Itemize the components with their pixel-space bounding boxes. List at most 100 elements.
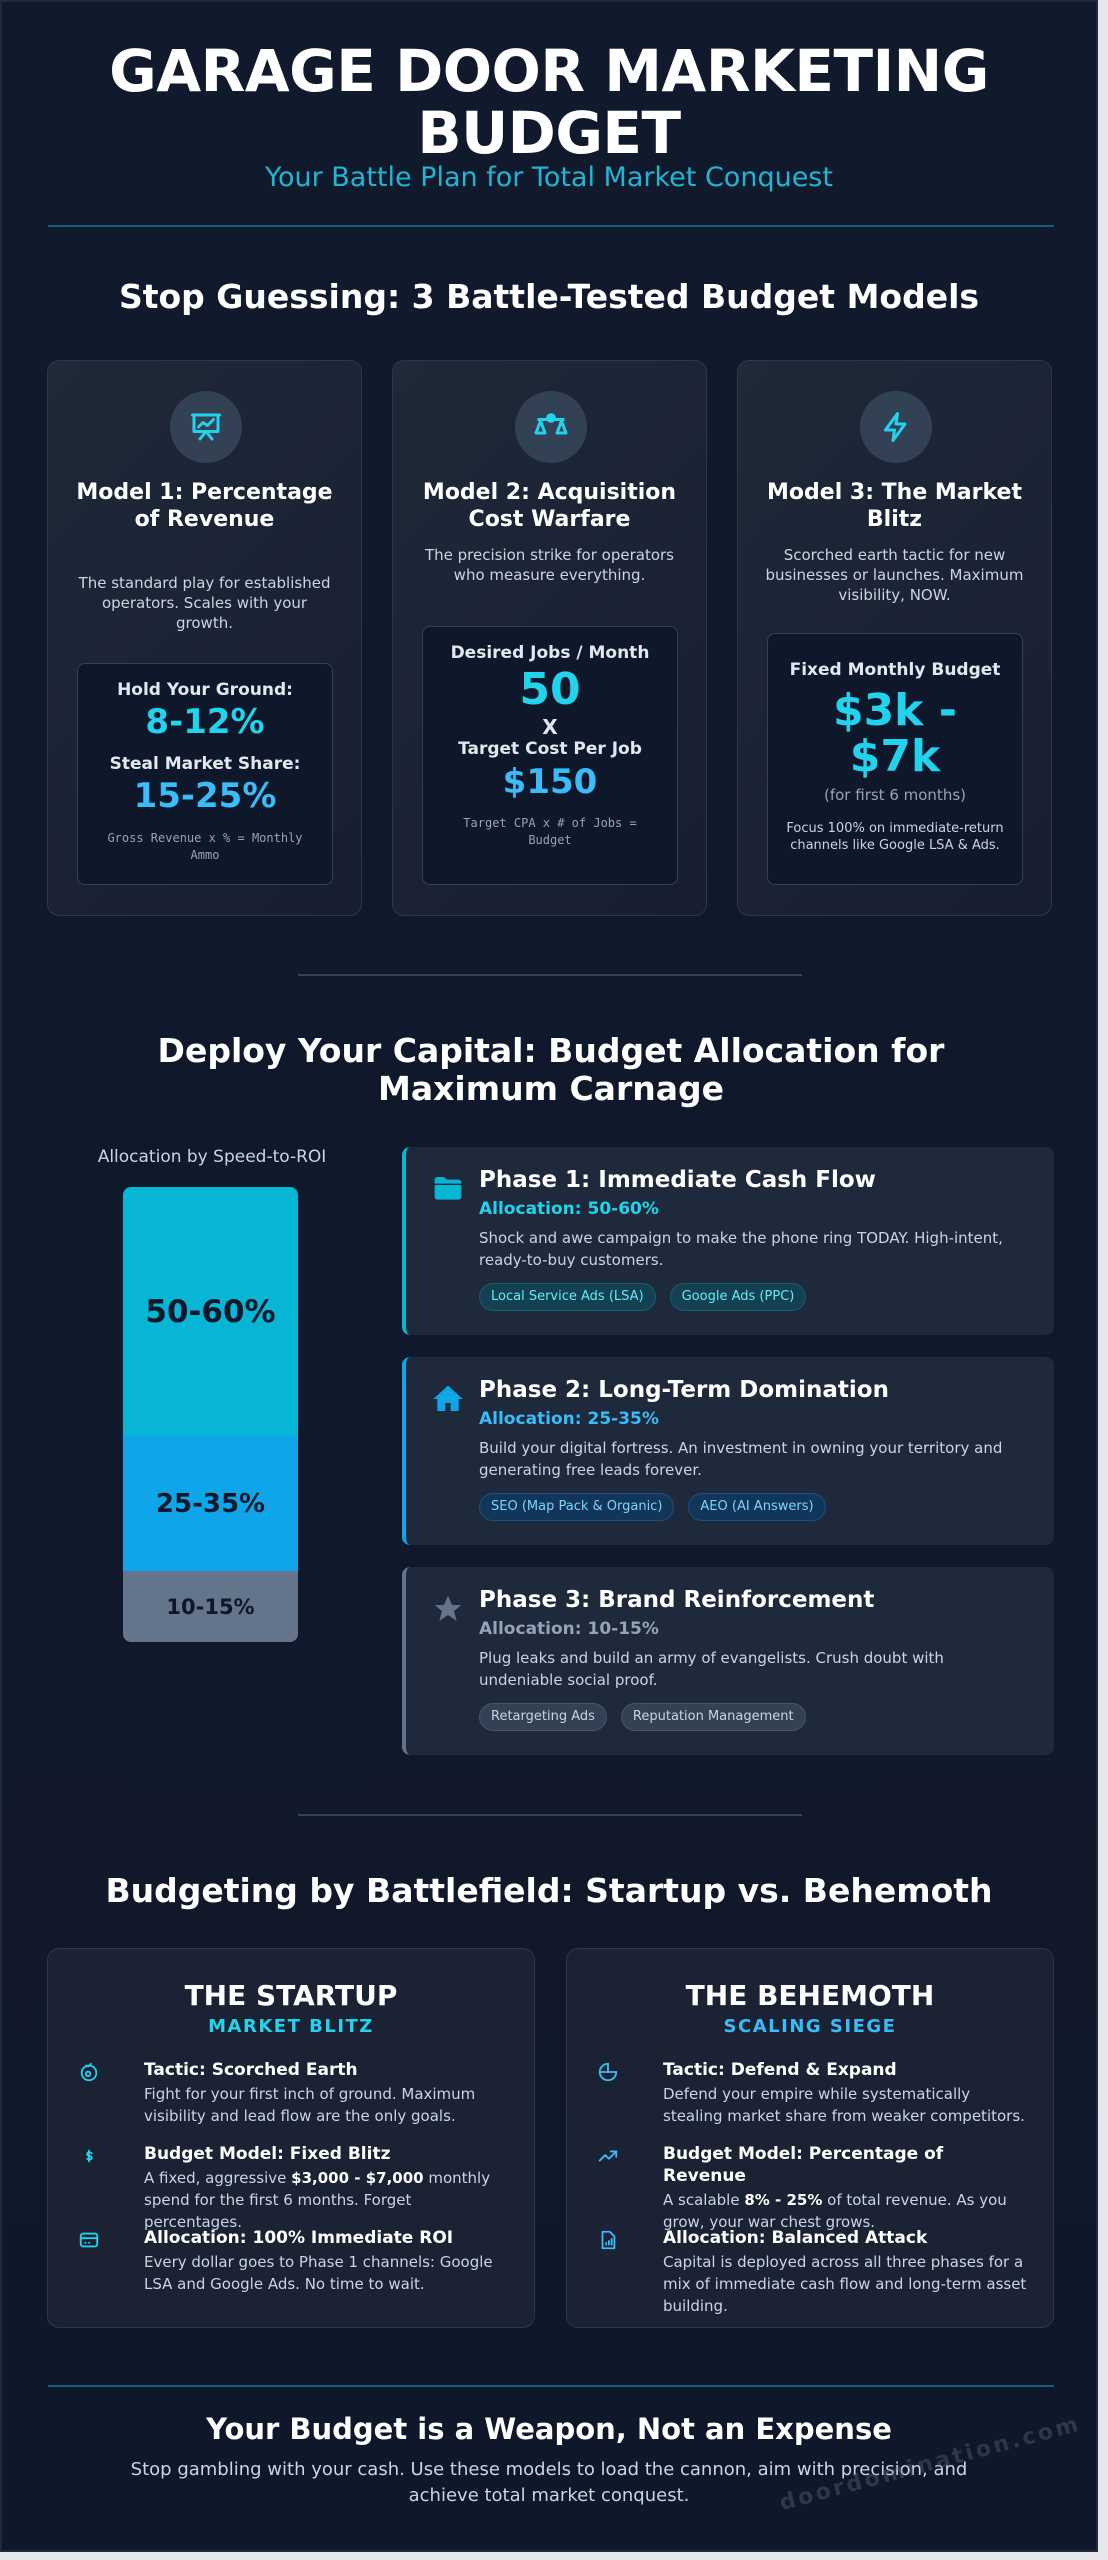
bar-segment-phase-3: 10-15% [123,1571,298,1642]
item-heading: Allocation: Balanced Attack [663,2228,928,2248]
phase-allocation: Allocation: 10-15% [479,1619,659,1639]
model-card-acquisition-cost: Model 2: Acquisition Cost Warfare The pr… [392,360,707,916]
card-subtitle: MARKET BLITZ [208,2016,374,2037]
allocation-stacked-bar: 50-60% 25-35% 10-15% [123,1187,298,1642]
phase-tags: Retargeting Ads Reputation Management [479,1703,806,1731]
model-card-market-blitz: Model 3: The Market Blitz Scorched earth… [737,360,1052,916]
tag-lsa: Local Service Ads (LSA) [479,1283,656,1311]
hold-ground-label: Hold Your Ground: [117,680,293,700]
target-cost-label: Target Cost Per Job [458,739,642,759]
phase-title: Phase 2: Long-Term Domination [479,1377,889,1403]
item-body: Capital is deployed across all three pha… [663,2253,1027,2315]
steal-share-label: Steal Market Share: [109,754,301,774]
phase-description: Build your digital fortress. An investme… [479,1439,1003,1479]
tag-google-ads: Google Ads (PPC) [669,1283,807,1311]
fixed-budget-value: $3k - $7k [832,685,958,782]
dollar-icon [86,2149,93,2163]
behemoth-item-tactic: Tactic: Defend & Expand Defend your empi… [597,2059,1027,2127]
startup-item-tactic: Tactic: Scorched Earth Fight for your fi… [78,2059,508,2127]
document-chart-icon [601,2230,616,2250]
item-heading: Budget Model: Percentage of Revenue [663,2144,944,2186]
phase-allocation: Allocation: 25-35% [479,1409,659,1429]
behemoth-card: THE BEHEMOTH SCALING SIEGE Tactic: Defen… [566,1948,1054,2328]
hold-ground-value: 8-12% [145,702,265,742]
folder-icon [434,1177,462,1200]
startup-item-budget: Budget Model: Fixed Blitz A fixed, aggre… [78,2143,508,2233]
phase-description: Shock and awe campaign to make the phone… [479,1229,1003,1269]
tag-seo: SEO (Map Pack & Organic) [479,1493,675,1521]
model-description: Scorched earth tactic for new businesses… [765,546,1024,604]
item-heading: Tactic: Scorched Earth [144,2060,358,2080]
model-card-percentage-of-revenue: Model 1: Percentage of Revenue The stand… [47,360,362,916]
budget-detail: Focus 100% on immediate-return channels … [786,821,1004,853]
model-formula-box: Desired Jobs / Month 50 X Target Cost Pe… [422,626,678,885]
phase-title: Phase 3: Brand Reinforcement [479,1587,875,1613]
closing-title: Your Budget is a Weapon, Not an Expense [206,2412,892,2446]
card-title: THE BEHEMOTH [685,1979,935,2012]
model-formula-box: Fixed Monthly Budget $3k - $7k (for firs… [767,633,1023,885]
model-description: The precision strike for operators who m… [424,546,674,584]
chart-caption: Allocation by Speed-to-ROI [97,1147,327,1167]
item-body: A scalable 8% - 25% of total revenue. As… [663,2189,1027,2233]
item-heading: Allocation: 100% Immediate ROI [144,2228,454,2248]
startup-item-allocation: Allocation: 100% Immediate ROI Every dol… [78,2227,508,2295]
body-highlight: 8% - 25% [744,2191,823,2209]
page-title: GARAGE DOOR MARKETING BUDGET [109,37,989,167]
tag-retargeting: Retargeting Ads [479,1703,607,1731]
item-body: Every dollar goes to Phase 1 channels: G… [144,2253,493,2293]
section-divider [298,1814,802,1816]
phase-tags: Local Service Ads (LSA) Google Ads (PPC) [479,1283,807,1311]
body-text: A fixed, aggressive [144,2169,292,2187]
header-divider [48,225,1054,227]
scale-icon [515,391,587,463]
desired-jobs-value: 50 [519,664,581,715]
body-text: of total revenue. As you grow, your war … [663,2191,1007,2231]
model-formula-box: Hold Your Ground: 8-12% Steal Market Sha… [77,663,333,885]
models-section-title: Stop Guessing: 3 Battle-Tested Budget Mo… [118,277,980,316]
card-subtitle: SCALING SIEGE [723,2016,897,2037]
body-text: A scalable [663,2191,745,2209]
desired-jobs-label: Desired Jobs / Month [450,643,650,663]
bar-segment-phase-1: 50-60% [123,1187,298,1436]
credit-card-icon [79,2232,99,2248]
phase-card-1: Phase 1: Immediate Cash Flow Allocation:… [402,1147,1054,1335]
item-body: Defend your empire while systematically … [663,2085,1025,2125]
behemoth-item-allocation: Allocation: Balanced Attack Capital is d… [597,2227,1027,2317]
item-heading: Budget Model: Fixed Blitz [144,2144,391,2164]
body-highlight: $3,000 - $7,000 [291,2169,424,2187]
presentation-chart-icon [170,391,242,463]
battlefield-section-title: Budgeting by Battlefield: Startup vs. Be… [105,1871,993,1910]
section-divider [298,974,802,976]
phase-allocation: Allocation: 50-60% [479,1199,659,1219]
card-title: THE STARTUP [184,1979,398,2012]
model-title: Model 1: Percentage of Revenue [76,480,333,532]
fixed-budget-label: Fixed Monthly Budget [789,660,1001,680]
model-title: Model 3: The Market Blitz [767,480,1022,532]
body-text: monthly spend for the first 6 months. Fo… [144,2169,491,2231]
item-body: A fixed, aggressive $3,000 - $7,000 mont… [144,2167,508,2233]
item-body: Fight for your first inch of ground. Max… [144,2085,476,2125]
phase-card-2: Phase 2: Long-Term Domination Allocation… [402,1357,1054,1545]
allocation-section-title: Deploy Your Capital: Budget Allocation f… [157,1031,945,1108]
closing-text: Stop gambling with your cash. Use these … [130,2459,968,2506]
formula-text: Target CPA x # of Jobs = Budget [463,816,637,847]
model-title: Model 2: Acquisition Cost Warfare [422,480,677,532]
home-icon [433,1385,463,1411]
behemoth-item-budget: Budget Model: Percentage of Revenue A sc… [597,2143,1027,2233]
steal-share-value: 15-25% [133,776,277,816]
multiply-operator: X [542,715,558,739]
formula-text: Gross Revenue x % = Monthly Ammo [107,831,303,862]
page-subtitle: Your Battle Plan for Total Market Conque… [265,162,833,193]
phase-description: Plug leaks and build an army of evangeli… [479,1649,944,1689]
trending-up-icon [598,2150,618,2162]
phase-card-3: Phase 3: Brand Reinforcement Allocation:… [402,1567,1054,1755]
item-heading: Tactic: Defend & Expand [663,2060,897,2080]
phase-title: Phase 1: Immediate Cash Flow [479,1167,876,1193]
lightning-icon [860,391,932,463]
bar-segment-phase-2: 25-35% [123,1436,298,1571]
budget-duration-note: (for first 6 months) [824,786,966,804]
startup-card: THE STARTUP MARKET BLITZ Tactic: Scorche… [47,1948,535,2328]
phase-tags: SEO (Map Pack & Organic) AEO (AI Answers… [479,1493,826,1521]
fire-icon [80,2062,98,2082]
